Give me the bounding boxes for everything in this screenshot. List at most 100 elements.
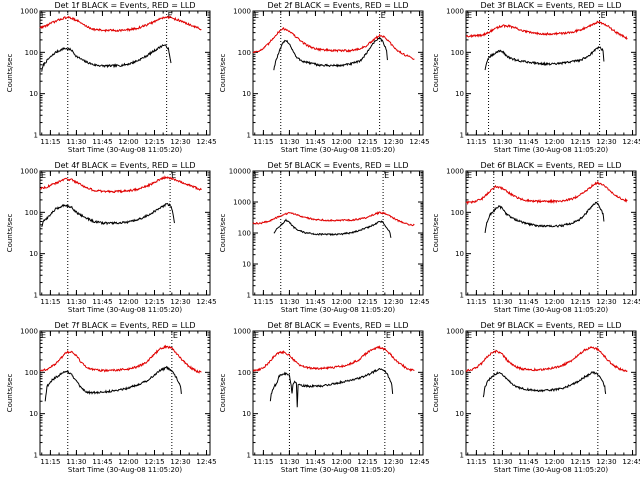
lld-series-line — [465, 20, 628, 40]
panel-title: Det 8f BLACK = Events, RED = LLD — [267, 321, 408, 330]
detector-panel: Det 6f BLACK = Events, RED = LLD 1 10 100 10… — [426, 160, 640, 320]
x-tick-label: 12:00 — [544, 298, 564, 306]
flag-label: E — [168, 11, 173, 20]
y-tick-label: 100 — [451, 369, 464, 377]
x-tick-label: 11:15 — [253, 458, 273, 466]
x-tick-label: 11:45 — [518, 458, 538, 466]
y-tick-label: 100 — [451, 49, 464, 57]
panel-title: Det 1f BLACK = Events, RED = LLD — [54, 1, 195, 10]
y-tick-label: 1000 — [233, 8, 251, 16]
y-tick-label: 1000 — [20, 8, 38, 16]
x-axis-label: Start Time (30-Aug-08 11:05:20) — [68, 146, 182, 154]
x-tick-label: 12:45 — [622, 138, 640, 146]
chart-svg: Det 5f BLACK = Events, RED = LLD 1 10 100 10… — [219, 161, 430, 314]
axes-frame — [252, 10, 424, 136]
y-axis-label: Counts/sec — [219, 54, 227, 93]
y-tick-label: 10 — [29, 90, 38, 98]
y-tick-label: 1000 — [446, 8, 464, 16]
chart-svg: Det 4f BLACK = Events, RED = LLD 1 10 100 10… — [6, 161, 217, 314]
x-tick-label: 11:45 — [305, 298, 325, 306]
y-tick-label: 1000 — [446, 168, 464, 176]
events-series-line — [41, 44, 172, 72]
events-series-line — [273, 36, 388, 71]
events-series-line — [44, 365, 182, 402]
y-tick-label: 1 — [247, 292, 251, 300]
lld-series-line — [252, 345, 415, 372]
x-axis-label: Start Time (30-Aug-08 11:05:20) — [281, 466, 395, 474]
axes-frame — [39, 10, 211, 136]
y-tick-label: 100 — [238, 369, 251, 377]
x-tick-label: 11:15 — [253, 138, 273, 146]
y-tick-label: 1000 — [20, 328, 38, 336]
chart-svg: Det 2f BLACK = Events, RED = LLD 1 10 100 10… — [219, 1, 430, 154]
axes-frame — [39, 170, 211, 296]
x-axis-label: Start Time (30-Aug-08 11:05:20) — [494, 306, 608, 314]
x-tick-label: 12:30 — [596, 458, 616, 466]
y-axis-label: Counts/sec — [432, 54, 440, 93]
y-axis-label: Counts/sec — [6, 374, 14, 413]
axes-frame — [252, 330, 424, 456]
events-series-line — [41, 202, 175, 228]
flag-label: E — [381, 11, 386, 20]
x-tick-label: 12:15 — [570, 458, 590, 466]
events-series-line — [482, 371, 607, 398]
x-tick-label: 11:15 — [466, 138, 486, 146]
x-tick-label: 12:30 — [170, 458, 190, 466]
y-tick-label: 10 — [242, 261, 251, 269]
x-tick-label: 12:00 — [544, 138, 564, 146]
detector-panel: Det 7f BLACK = Events, RED = LLD 1 10 100 10… — [0, 320, 217, 480]
y-tick-label: 10 — [29, 410, 38, 418]
x-tick-label: 11:30 — [492, 458, 512, 466]
flag-label: E — [386, 331, 391, 340]
y-tick-label: 1 — [460, 292, 464, 300]
flag-label: E — [601, 11, 606, 20]
x-tick-label: 12:45 — [196, 298, 216, 306]
y-tick-label: 100 — [238, 49, 251, 57]
flag-label: E — [467, 331, 472, 340]
y-tick-label: 1000 — [233, 199, 251, 207]
x-tick-label: 12:30 — [170, 138, 190, 146]
x-tick-label: 11:30 — [492, 298, 512, 306]
x-axis-label: Start Time (30-Aug-08 11:05:20) — [281, 146, 395, 154]
detector-panel: Det 3f BLACK = Events, RED = LLD 1 10 100 10… — [426, 0, 640, 160]
lld-series-line — [39, 344, 202, 374]
y-tick-label: 1 — [34, 292, 38, 300]
x-tick-label: 12:15 — [144, 458, 164, 466]
flag-label: E — [254, 171, 259, 180]
x-tick-label: 12:15 — [357, 138, 377, 146]
x-tick-label: 11:15 — [466, 458, 486, 466]
x-tick-label: 11:15 — [40, 138, 60, 146]
y-tick-label: 1 — [247, 452, 251, 460]
lld-series-line — [39, 175, 202, 194]
x-tick-label: 12:45 — [409, 458, 429, 466]
x-tick-label: 12:15 — [570, 138, 590, 146]
detector-panel: Det 2f BLACK = Events, RED = LLD 1 10 100 10… — [213, 0, 430, 160]
x-tick-label: 11:45 — [92, 138, 112, 146]
y-tick-label: 1000 — [233, 328, 251, 336]
y-tick-label: 100 — [451, 209, 464, 217]
flag-label: E — [171, 171, 176, 180]
y-tick-label: 100 — [25, 369, 38, 377]
x-tick-label: 11:45 — [518, 298, 538, 306]
lld-series-line — [39, 15, 202, 33]
x-tick-label: 12:00 — [544, 458, 564, 466]
y-tick-label: 10 — [242, 410, 251, 418]
x-tick-label: 12:15 — [144, 298, 164, 306]
detector-panel: Det 8f BLACK = Events, RED = LLD 1 10 100 10… — [213, 320, 430, 480]
y-axis-label: Counts/sec — [219, 214, 227, 253]
chart-svg: Det 7f BLACK = Events, RED = LLD 1 10 100 10… — [6, 321, 217, 474]
y-axis-label: Counts/sec — [219, 374, 227, 413]
axes-frame — [465, 330, 637, 456]
detector-panel: Det 9f BLACK = Events, RED = LLD 1 10 100 10… — [426, 320, 640, 480]
flag-label: E — [41, 331, 46, 340]
y-tick-label: 1 — [247, 132, 251, 140]
x-tick-label: 11:45 — [518, 138, 538, 146]
x-tick-label: 11:30 — [279, 298, 299, 306]
panel-title: Det 7f BLACK = Events, RED = LLD — [54, 321, 195, 330]
chart-svg: Det 1f BLACK = Events, RED = LLD 1 10 100 10… — [6, 1, 217, 154]
y-tick-label: 1 — [460, 452, 464, 460]
x-tick-label: 12:15 — [144, 138, 164, 146]
x-tick-label: 11:30 — [66, 298, 86, 306]
events-series-line — [273, 218, 392, 238]
flag-label: E — [41, 11, 46, 20]
